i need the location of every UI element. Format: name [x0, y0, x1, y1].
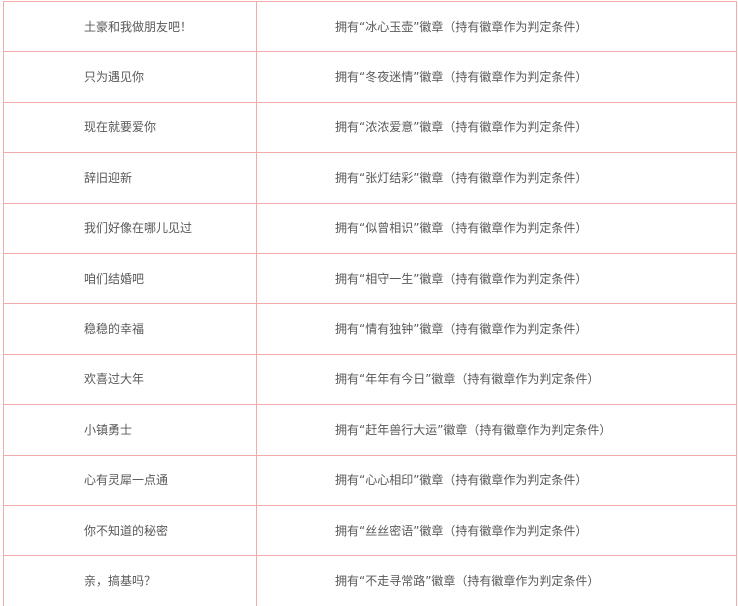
badge-requirement: 拥有“年年有今日”徽章（持有徽章作为判定条件）	[335, 372, 600, 387]
badge-requirement: 拥有“冬夜迷情”徽章（持有徽章作为判定条件）	[335, 70, 588, 85]
badge-requirement-cell: 拥有“浓浓爱意”徽章（持有徽章作为判定条件）	[257, 103, 736, 152]
room-title: 咱们结婚吧	[84, 271, 145, 286]
badge-requirement-cell: 拥有“相守一生”徽章（持有徽章作为判定条件）	[257, 254, 736, 303]
badge-requirements-table: 土豪和我做朋友吧！ 拥有“冰心玉壶”徽章（持有徽章作为判定条件） 只为遇见你 拥…	[3, 1, 737, 606]
badge-requirement: 拥有“似曾相识”徽章（持有徽章作为判定条件）	[335, 221, 588, 236]
table-row: 土豪和我做朋友吧！ 拥有“冰心玉壶”徽章（持有徽章作为判定条件）	[4, 2, 736, 53]
room-title-cell: 心有灵犀一点通	[4, 455, 257, 505]
badge-requirement-cell: 拥有“情有独钟”徽章（持有徽章作为判定条件）	[257, 304, 736, 353]
badge-requirement-cell: 拥有“年年有今日”徽章（持有徽章作为判定条件）	[257, 355, 736, 404]
room-title-cell: 土豪和我做朋友吧！	[4, 2, 257, 52]
table-row: 现在就要爱你 拥有“浓浓爱意”徽章（持有徽章作为判定条件）	[4, 102, 736, 154]
table-row: 辞旧迎新 拥有“张灯结彩”徽章（持有徽章作为判定条件）	[4, 153, 736, 204]
room-title-cell: 你不知道的秘密	[4, 505, 257, 556]
room-title: 小镇勇士	[84, 422, 133, 437]
badge-requirement: 拥有“浓浓爱意”徽章（持有徽章作为判定条件）	[335, 120, 588, 135]
badge-requirement-cell: 拥有“似曾相识”徽章（持有徽章作为判定条件）	[257, 204, 736, 253]
badge-requirement-cell: 拥有“心心相印”徽章（持有徽章作为判定条件）	[257, 456, 736, 505]
badge-requirement: 拥有“相守一生”徽章（持有徽章作为判定条件）	[335, 271, 588, 286]
badge-requirement-cell: 拥有“赶年兽行大运”徽章（持有徽章作为判定条件）	[257, 405, 736, 454]
table-row: 咱们结婚吧 拥有“相守一生”徽章（持有徽章作为判定条件）	[4, 253, 736, 305]
room-title-cell: 亲，搞基吗？	[4, 556, 257, 606]
room-title-cell: 稳稳的幸福	[4, 304, 257, 354]
room-title: 我们好像在哪儿见过	[84, 221, 193, 236]
room-title-cell: 我们好像在哪儿见过	[4, 203, 257, 253]
room-title: 欢喜过大年	[84, 372, 145, 387]
room-title-cell: 小镇勇士	[4, 405, 257, 455]
table-row: 你不知道的秘密 拥有“丝丝密语”徽章（持有徽章作为判定条件）	[4, 505, 736, 557]
room-title: 亲，搞基吗？	[84, 573, 157, 588]
room-title: 现在就要爱你	[84, 120, 157, 135]
badge-requirement: 拥有“情有独钟”徽章（持有徽章作为判定条件）	[335, 322, 588, 337]
room-title-cell: 咱们结婚吧	[4, 253, 257, 304]
table-row: 心有灵犀一点通 拥有“心心相印”徽章（持有徽章作为判定条件）	[4, 455, 736, 506]
room-title: 辞旧迎新	[84, 170, 133, 185]
badge-requirement-cell: 拥有“丝丝密语”徽章（持有徽章作为判定条件）	[257, 506, 736, 555]
room-title-cell: 辞旧迎新	[4, 153, 257, 203]
badge-requirement: 拥有“丝丝密语”徽章（持有徽章作为判定条件）	[335, 523, 588, 538]
table-row: 稳稳的幸福 拥有“情有独钟”徽章（持有徽章作为判定条件）	[4, 304, 736, 355]
table-rows-container: 土豪和我做朋友吧！ 拥有“冰心玉壶”徽章（持有徽章作为判定条件） 只为遇见你 拥…	[4, 2, 736, 606]
badge-requirement: 拥有“冰心玉壶”徽章（持有徽章作为判定条件）	[335, 19, 588, 34]
badge-requirement-cell: 拥有“冬夜迷情”徽章（持有徽章作为判定条件）	[257, 52, 736, 101]
room-title: 心有灵犀一点通	[84, 473, 169, 488]
badge-requirement-cell: 拥有“不走寻常路”徽章（持有徽章作为判定条件）	[257, 556, 736, 605]
table-row: 只为遇见你 拥有“冬夜迷情”徽章（持有徽章作为判定条件）	[4, 52, 736, 103]
room-title-cell: 只为遇见你	[4, 52, 257, 102]
table-row: 欢喜过大年 拥有“年年有今日”徽章（持有徽章作为判定条件）	[4, 354, 736, 406]
badge-requirement: 拥有“不走寻常路”徽章（持有徽章作为判定条件）	[335, 573, 600, 588]
room-title: 土豪和我做朋友吧！	[84, 19, 193, 34]
badge-requirement-cell: 拥有“冰心玉壶”徽章（持有徽章作为判定条件）	[257, 2, 736, 51]
badge-requirement-cell: 拥有“张灯结彩”徽章（持有徽章作为判定条件）	[257, 153, 736, 202]
badge-requirement: 拥有“心心相印”徽章（持有徽章作为判定条件）	[335, 473, 588, 488]
room-title-cell: 现在就要爱你	[4, 102, 257, 153]
table-row: 我们好像在哪儿见过 拥有“似曾相识”徽章（持有徽章作为判定条件）	[4, 203, 736, 254]
badge-requirement: 拥有“张灯结彩”徽章（持有徽章作为判定条件）	[335, 170, 588, 185]
room-title-cell: 欢喜过大年	[4, 354, 257, 405]
room-title: 你不知道的秘密	[84, 523, 169, 538]
table-row: 亲，搞基吗？ 拥有“不走寻常路”徽章（持有徽章作为判定条件）	[4, 556, 736, 606]
room-title: 只为遇见你	[84, 70, 145, 85]
room-title: 稳稳的幸福	[84, 322, 145, 337]
table-row: 小镇勇士 拥有“赶年兽行大运”徽章（持有徽章作为判定条件）	[4, 405, 736, 456]
badge-requirement: 拥有“赶年兽行大运”徽章（持有徽章作为判定条件）	[335, 422, 612, 437]
